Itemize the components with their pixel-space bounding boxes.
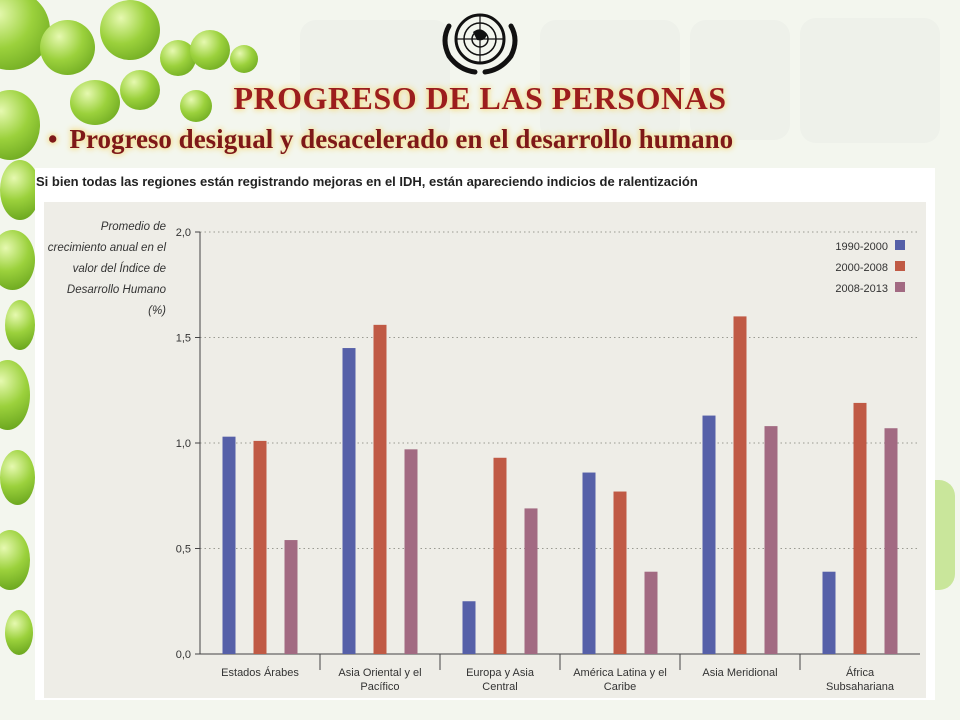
bar [222, 436, 236, 654]
bar [342, 348, 356, 654]
x-tick-label: Europa y Asia Central [466, 667, 535, 693]
y-tick-label: 0,0 [176, 649, 191, 661]
bar [524, 508, 538, 654]
bar [702, 415, 716, 654]
bar [462, 601, 476, 654]
slide-title: PROGRESO DE LAS PERSONAS [233, 80, 727, 116]
bar [404, 449, 418, 654]
bar [822, 571, 836, 654]
bar [493, 457, 507, 654]
x-tick-label: África Subsahariana [826, 666, 895, 693]
x-tick-label: Asia Oriental y el Pacífico [338, 667, 421, 693]
x-tick-label: Asia Meridional [702, 667, 777, 679]
bar [644, 571, 658, 654]
y-tick-label: 1,0 [176, 438, 191, 450]
un-emblem-icon [442, 13, 518, 75]
bar [373, 324, 387, 654]
bullet-heading: • Progreso desigual y desacelerado en el … [48, 124, 734, 154]
bar [853, 402, 867, 654]
legend-label: 1990-2000 [835, 241, 888, 253]
y-axis-label: Promedio de crecimiento anual en el valor … [48, 221, 167, 317]
legend-label: 2000-2008 [835, 262, 888, 274]
y-tick-label: 2,0 [176, 227, 191, 239]
bar [884, 428, 898, 654]
x-tick-label: América Latina y el Caribe [573, 667, 667, 693]
legend-swatch [895, 261, 905, 271]
chart-caption: Si bien todas las regiones están registr… [36, 174, 698, 189]
bar [613, 491, 627, 654]
x-tick-label: Estados Árabes [221, 666, 299, 679]
legend-swatch [895, 282, 905, 292]
y-tick-label: 1,5 [176, 333, 191, 345]
bar [284, 540, 298, 654]
bar [253, 440, 267, 654]
legend-swatch [895, 240, 905, 250]
bullet-text: Progreso desigual y desacelerado en el d… [69, 124, 734, 154]
plot-background [44, 202, 926, 698]
bar [582, 472, 596, 654]
bar [733, 316, 747, 654]
bar [764, 426, 778, 654]
y-tick-label: 0,5 [176, 544, 191, 556]
legend-label: 2008-2013 [835, 283, 888, 295]
